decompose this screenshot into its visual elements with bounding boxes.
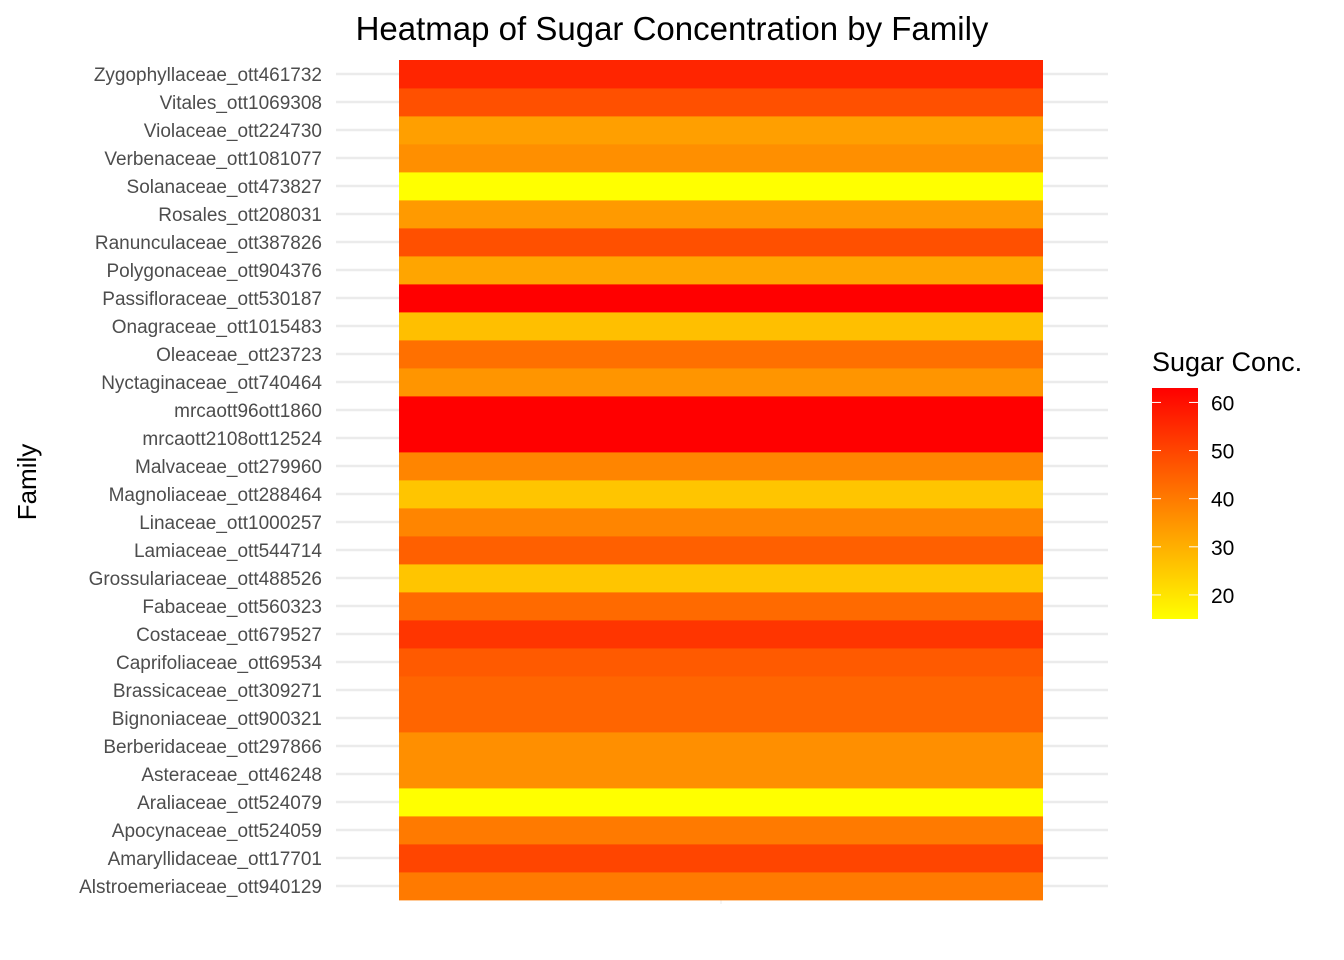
color-legend: Sugar Conc. 20 30 40 50 60 [1152, 347, 1302, 619]
heatmap-cell [399, 88, 1043, 117]
y-tick-label: Ranunculaceae_ott387826 [95, 233, 322, 254]
heatmap-cell [399, 564, 1043, 593]
legend-colorbar [1152, 388, 1198, 619]
heatmap-cell [399, 620, 1043, 649]
y-tick-label: Alstroemeriaceae_ott940129 [79, 877, 322, 898]
y-tick-label: Asteraceae_ott46248 [141, 765, 322, 786]
heatmap-cell [399, 536, 1043, 565]
y-tick-label: Violaceae_ott224730 [144, 121, 322, 142]
legend-tick-label: 50 [1211, 441, 1234, 464]
y-tick-label: Polygonaceae_ott904376 [106, 261, 322, 282]
y-tick-label: mrcaott2108ott12524 [142, 429, 322, 450]
y-tick-label: Grossulariaceae_ott488526 [89, 569, 322, 590]
y-tick-label: mrcaott96ott1860 [174, 401, 322, 422]
y-tick-label: Zygophyllaceae_ott461732 [94, 65, 322, 86]
heatmap-cell [399, 508, 1043, 537]
heatmap-cell [399, 816, 1043, 845]
legend-tick-label: 30 [1211, 537, 1234, 560]
y-tick-label: Fabaceae_ott560323 [142, 597, 322, 618]
y-tick-label: Solanaceae_ott473827 [127, 177, 322, 198]
y-tick-label: Magnoliaceae_ott288464 [109, 485, 323, 506]
y-tick-label: Vitales_ott1069308 [160, 93, 322, 114]
y-tick-label: Malvaceae_ott279960 [135, 457, 322, 478]
heatmap-cell [399, 228, 1043, 257]
heatmap-cell [399, 704, 1043, 733]
y-tick-label: Caprifoliaceae_ott69534 [116, 653, 322, 674]
y-tick-label: Brassicaceae_ott309271 [113, 681, 322, 702]
y-tick-label: Onagraceae_ott1015483 [112, 317, 322, 338]
heatmap-cell [399, 760, 1043, 789]
y-axis-label: Family [12, 444, 42, 521]
y-tick-label: Oleaceae_ott23723 [156, 345, 322, 366]
legend-title: Sugar Conc. [1152, 347, 1302, 377]
y-tick-label: Nyctaginaceae_ott740464 [101, 373, 322, 394]
y-tick-label: Verbenaceae_ott1081077 [104, 149, 322, 170]
heatmap-cell [399, 256, 1043, 285]
y-tick-label: Costaceae_ott679527 [136, 625, 322, 646]
heatmap-cell [399, 340, 1043, 369]
heatmap-cell [399, 648, 1043, 677]
legend-tick-label: 40 [1211, 489, 1234, 512]
y-tick-label: Passifloraceae_ott530187 [102, 289, 322, 310]
y-tick-label: Amaryllidaceae_ott17701 [108, 849, 322, 870]
y-tick-label: Lamiaceae_ott544714 [134, 541, 322, 562]
heatmap-cell [399, 172, 1043, 201]
legend-tick-label: 20 [1211, 585, 1234, 608]
legend-tick-label: 60 [1211, 392, 1234, 415]
heatmap-cell [399, 312, 1043, 341]
y-tick-label: Apocynaceae_ott524059 [112, 821, 322, 842]
heatmap-cell [399, 284, 1043, 313]
heatmap-cell [399, 200, 1043, 229]
heatmap-tiles [399, 60, 1043, 901]
heatmap-cell [399, 844, 1043, 873]
heatmap-cell [399, 872, 1043, 901]
y-axis-tick-labels: Alstroemeriaceae_ott940129 Amaryllidaceae… [79, 65, 322, 898]
heatmap-cell [399, 676, 1043, 705]
legend-ticks: 20 30 40 50 60 [1152, 392, 1234, 608]
y-tick-label: Linaceae_ott1000257 [139, 513, 322, 534]
heatmap-cell [399, 144, 1043, 173]
heatmap-cell [399, 368, 1043, 397]
chart-title: Heatmap of Sugar Concentration by Family [356, 10, 989, 47]
heatmap-cell [399, 116, 1043, 145]
heatmap-cell [399, 788, 1043, 817]
heatmap-cell [399, 452, 1043, 481]
y-tick-label: Araliaceae_ott524079 [137, 793, 322, 814]
y-tick-label: Bignoniaceae_ott900321 [112, 709, 322, 730]
y-tick-label: Rosales_ott208031 [158, 205, 322, 226]
y-tick-label: Berberidaceae_ott297866 [103, 737, 322, 758]
heatmap-cell [399, 60, 1043, 89]
heatmap-cell [399, 396, 1043, 425]
heatmap-cell [399, 732, 1043, 761]
heatmap-cell [399, 424, 1043, 453]
heatmap-cell [399, 480, 1043, 509]
heatmap-cell [399, 592, 1043, 621]
